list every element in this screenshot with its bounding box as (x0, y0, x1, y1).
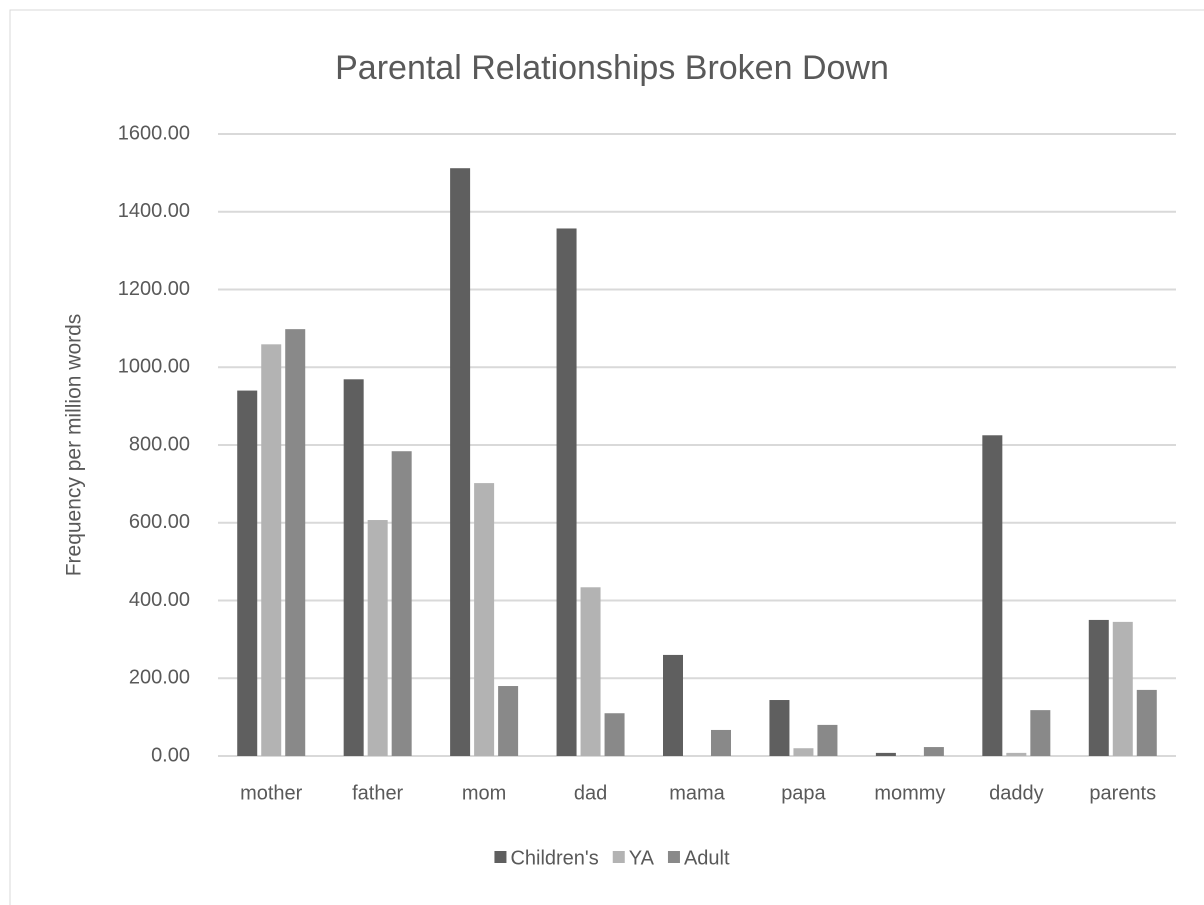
bar (711, 729, 731, 756)
y-tick-label: 200.00 (129, 667, 190, 689)
bar (663, 654, 683, 756)
x-tick-label: dad (574, 782, 607, 804)
bar (1136, 689, 1157, 756)
bar (1006, 752, 1027, 756)
x-tick-label: mom (462, 782, 506, 804)
y-axis-title: Frequency per million words (63, 314, 86, 577)
y-tick-label: 1600.00 (118, 122, 190, 144)
bar (982, 435, 1003, 756)
legend-label: Adult (684, 847, 730, 869)
legend-swatch (667, 851, 680, 863)
legend-swatch (494, 851, 507, 863)
y-tick-label: 800.00 (129, 433, 190, 455)
y-tick-label: 1200.00 (118, 278, 190, 300)
bar (261, 344, 282, 756)
bar (1088, 619, 1109, 756)
bar (556, 228, 577, 756)
bar (604, 713, 625, 756)
bar (923, 747, 944, 756)
chart-title: Parental Relationships Broken Down (335, 49, 889, 87)
x-tick-label: father (352, 782, 403, 804)
bar (1030, 710, 1051, 756)
y-tick-label: 1000.00 (118, 356, 190, 378)
bar (817, 724, 838, 756)
bar (285, 329, 306, 756)
bar (367, 520, 388, 756)
y-tick-label: 0.00 (151, 744, 190, 766)
bar (450, 168, 471, 756)
bar (580, 587, 601, 756)
bar (793, 748, 814, 756)
bar (1112, 621, 1133, 756)
bar (875, 752, 896, 756)
bar (474, 483, 495, 756)
x-tick-label: papa (781, 782, 826, 804)
bar (498, 686, 519, 756)
x-tick-label: mommy (874, 782, 945, 804)
y-tick-label: 400.00 (129, 589, 190, 611)
legend-label: Children's (510, 847, 598, 869)
x-tick-label: daddy (989, 782, 1044, 804)
legend-swatch (612, 851, 625, 863)
legend-label: YA (629, 847, 655, 869)
bar (769, 700, 790, 756)
x-tick-label: parents (1089, 782, 1156, 804)
x-tick-label: mother (240, 782, 303, 804)
y-tick-label: 1400.00 (118, 200, 190, 222)
bar (237, 390, 258, 756)
y-tick-label: 600.00 (129, 511, 190, 533)
bar (343, 379, 364, 756)
x-tick-label: mama (669, 782, 725, 804)
bar (391, 451, 412, 756)
